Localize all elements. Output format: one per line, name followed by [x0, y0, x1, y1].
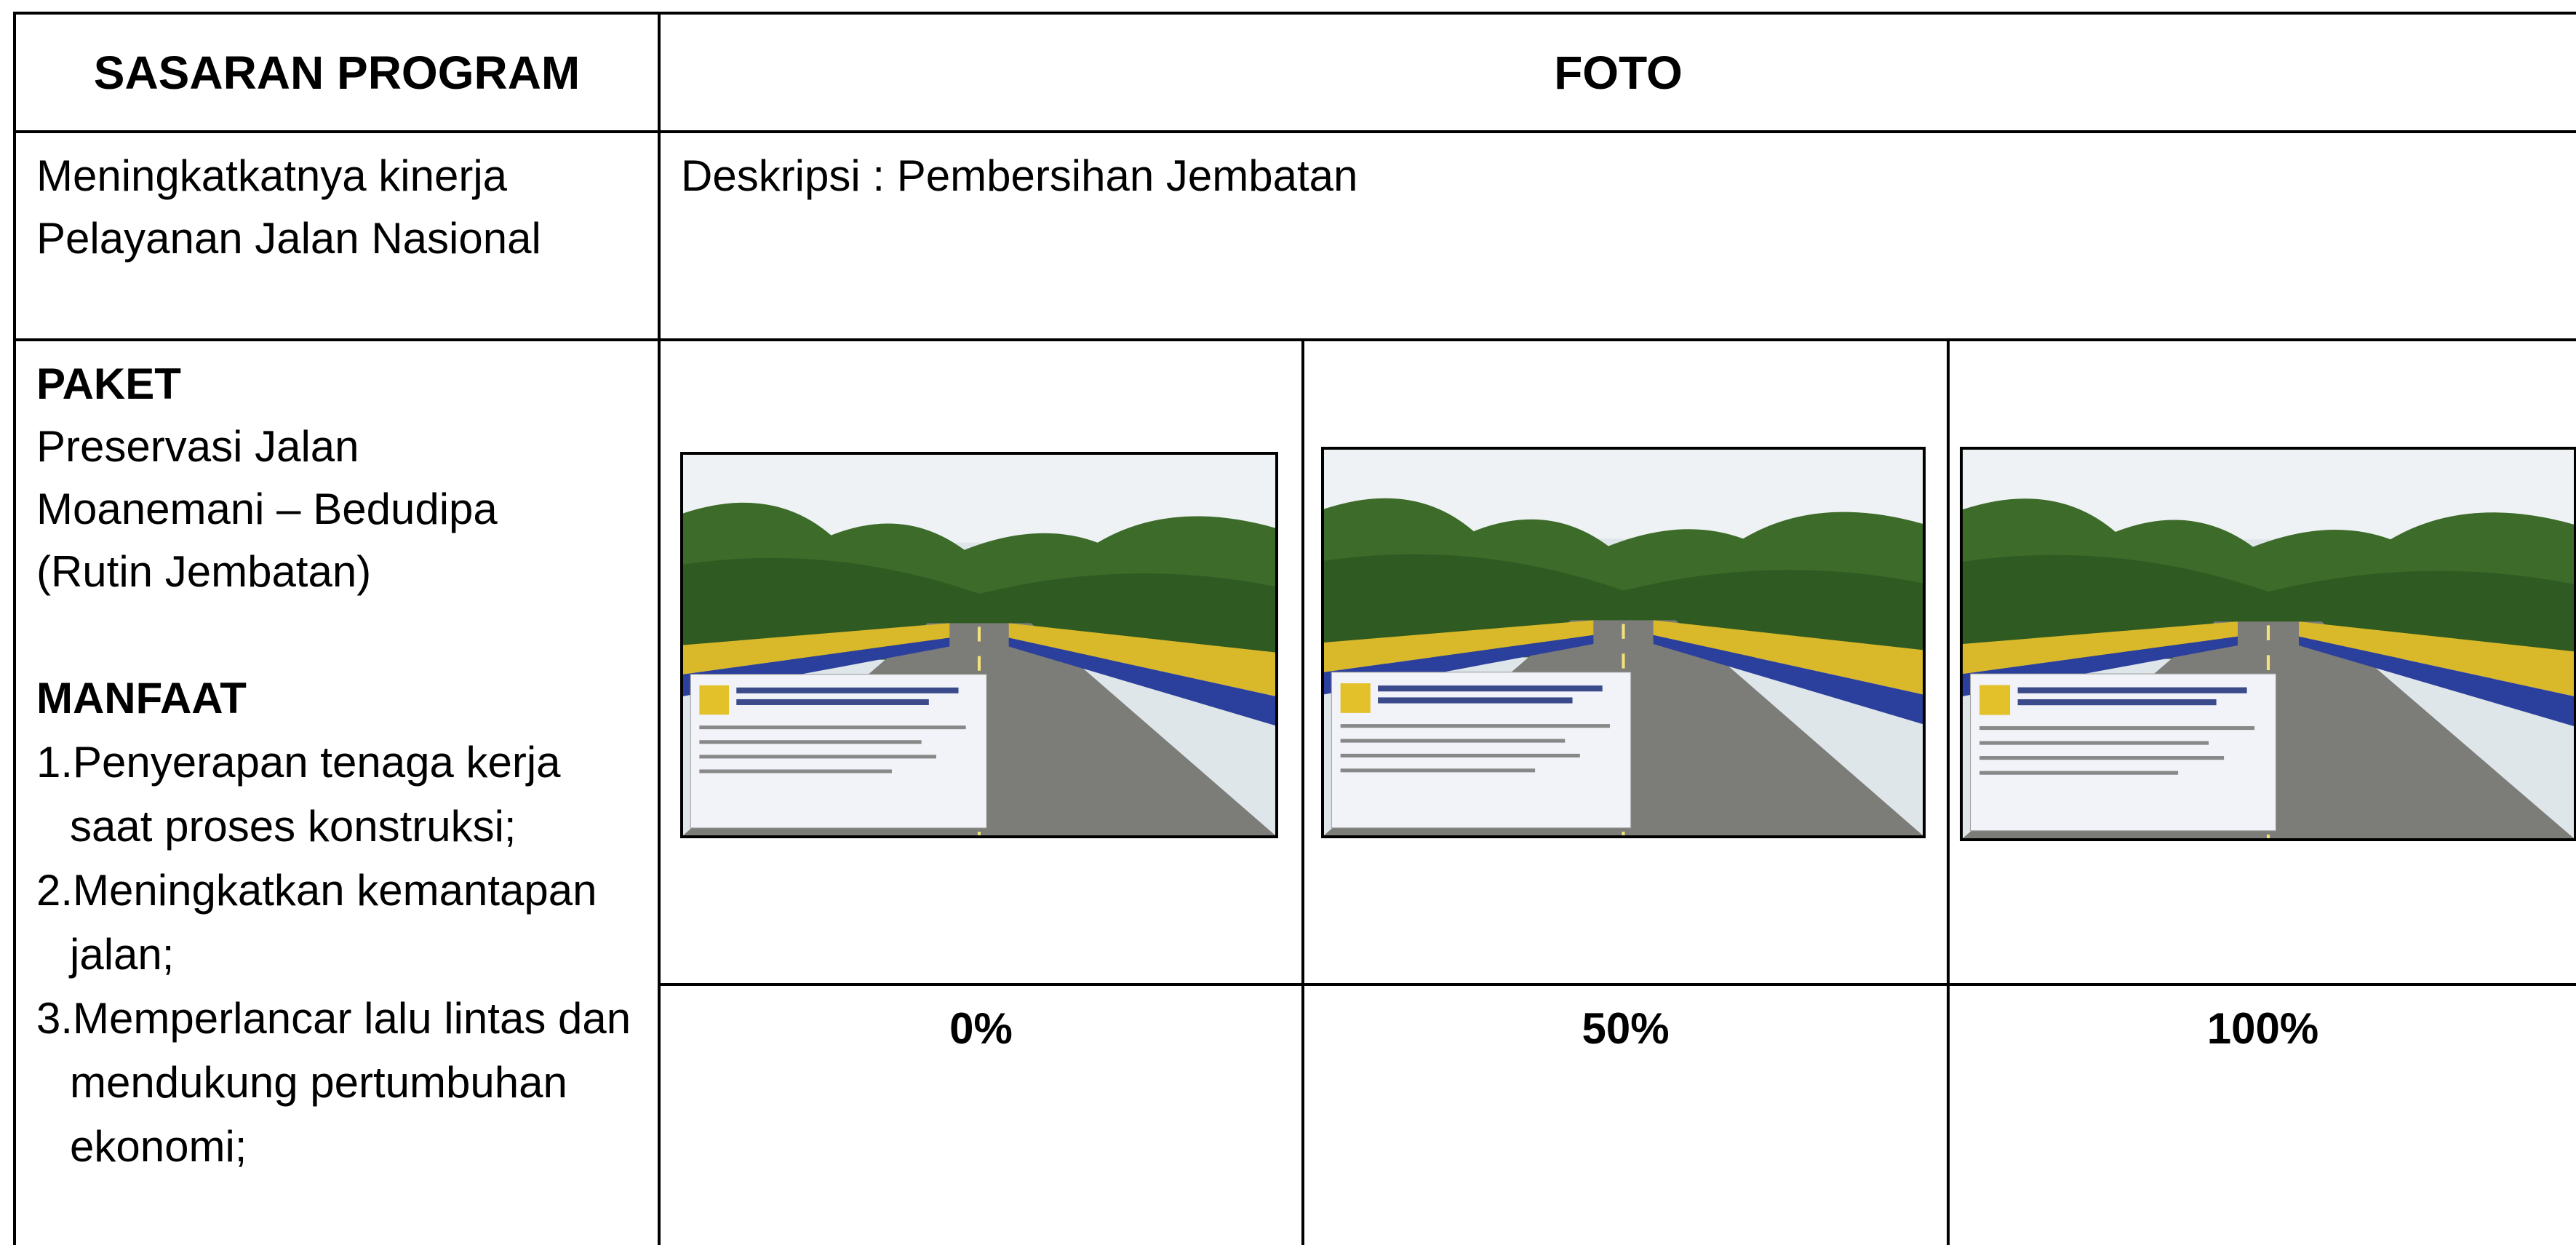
header-cell: SASARAN PROGRAM — [93, 47, 581, 99]
border — [13, 338, 2576, 341]
manfaat-item: 3.Memperlancar lalu lintas dan mendukung… — [36, 994, 631, 1171]
paket-label: PAKET — [36, 359, 181, 408]
progress-label: 100% — [2206, 1004, 2319, 1053]
sasaran-line: Meningkatkatnya kinerja — [36, 151, 508, 200]
sasaran-line: Pelayanan Jalan Nasional — [36, 214, 541, 263]
manfaat-label: MANFAAT — [36, 674, 247, 723]
photo-scene — [1324, 450, 1923, 835]
paket-line: (Rutin Jembatan) — [36, 547, 372, 596]
border — [1947, 340, 1950, 1245]
photo-scene — [1963, 450, 2574, 838]
header-cell: FOTO — [1554, 47, 1683, 99]
border — [13, 130, 2576, 133]
border — [13, 12, 16, 1245]
photo-scene — [683, 455, 1275, 835]
paket-line: Preservasi Jalan — [36, 422, 359, 471]
progress-label: 50% — [1582, 1004, 1670, 1053]
photo — [1321, 447, 1926, 838]
description: Deskripsi : Pembersihan Jembatan — [681, 151, 1358, 200]
border — [13, 12, 2576, 15]
border — [658, 12, 661, 1245]
photo — [680, 452, 1278, 838]
photo — [1960, 447, 2576, 841]
manfaat-item: 2.Meningkatkan kemantapan jalan; — [36, 866, 597, 979]
manfaat-list: 1.Penyerapan tenaga kerja saat proses ko… — [36, 731, 647, 1179]
border — [1301, 340, 1304, 1245]
paket-line: Moanemani – Bedudipa — [36, 485, 498, 533]
manfaat-item: 1.Penyerapan tenaga kerja saat proses ko… — [36, 738, 561, 851]
progress-label: 0% — [949, 1004, 1013, 1053]
border — [659, 983, 2576, 986]
